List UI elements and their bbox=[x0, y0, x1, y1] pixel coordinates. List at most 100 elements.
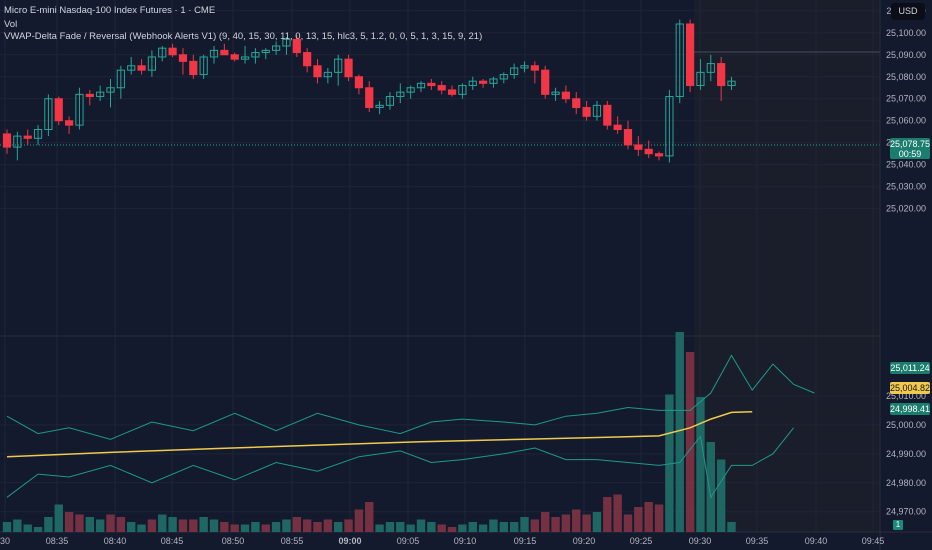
candle-body bbox=[665, 96, 674, 157]
volume-bar bbox=[365, 502, 374, 532]
candle-body bbox=[582, 107, 591, 117]
candle-body bbox=[437, 85, 446, 91]
volume-bar bbox=[520, 517, 529, 532]
candle-body bbox=[561, 91, 570, 100]
candle-body bbox=[33, 129, 43, 139]
upper-band-line bbox=[6, 354, 815, 440]
volume-bar bbox=[654, 504, 664, 532]
volume-bar bbox=[561, 514, 571, 532]
candle-body bbox=[178, 54, 188, 62]
price-tick-label: 25,070.00 bbox=[886, 94, 926, 104]
candle-body bbox=[365, 87, 374, 109]
candle-body bbox=[706, 63, 715, 73]
time-tick-label: 09:25 bbox=[630, 536, 653, 546]
candle-body bbox=[416, 82, 426, 89]
volume-bar bbox=[292, 517, 301, 532]
vwap-bands bbox=[6, 354, 815, 499]
candlesticks bbox=[2, 19, 736, 163]
volume-bar bbox=[499, 522, 508, 532]
candle-body bbox=[313, 65, 322, 78]
candle-body bbox=[199, 56, 208, 76]
candle-body bbox=[727, 80, 736, 87]
candle-body bbox=[675, 23, 684, 98]
volume-bar bbox=[44, 517, 53, 532]
lower-band-tag: 24,998.41 bbox=[890, 403, 931, 415]
candle-body bbox=[551, 91, 560, 95]
price-tick-label: 24,990.00 bbox=[886, 449, 926, 459]
volume-bar bbox=[302, 519, 312, 532]
time-tick-label: 09:20 bbox=[573, 536, 596, 546]
candle-body bbox=[127, 65, 136, 71]
candle-body bbox=[261, 49, 270, 54]
candle-body bbox=[220, 49, 229, 56]
price-tick-label: 25,040.00 bbox=[886, 160, 926, 170]
time-tick-label: 09:45 bbox=[862, 536, 885, 546]
volume-bar bbox=[572, 509, 581, 532]
time-axis[interactable]: 30 08:35 08:40 08:45 08:50 08:55 09:00 09:05 09:… bbox=[0, 536, 884, 546]
volume-bar bbox=[189, 519, 198, 532]
candle-body bbox=[116, 69, 125, 89]
volume-bar bbox=[375, 524, 384, 532]
time-tick-label: 09:30 bbox=[689, 536, 712, 546]
candle-body bbox=[323, 71, 332, 78]
volume-bar bbox=[230, 524, 239, 532]
candle-body bbox=[303, 52, 312, 67]
price-tick-label: 24,970.00 bbox=[886, 507, 926, 517]
candle-body bbox=[230, 54, 239, 60]
volume-bar bbox=[127, 522, 136, 532]
chart-symbol-title[interactable]: Micro E-mini Nasdaq-100 Index Futures · … bbox=[4, 5, 216, 16]
time-tick-label: 30 bbox=[0, 536, 10, 546]
time-tick-label: 09:15 bbox=[514, 536, 537, 546]
candle-body bbox=[520, 65, 529, 69]
volume-bar bbox=[623, 514, 633, 532]
volume-bar bbox=[178, 519, 188, 532]
candle-body bbox=[427, 82, 436, 87]
bar-countdown: 00:59 bbox=[898, 149, 922, 159]
candle-body bbox=[292, 38, 301, 54]
candle-body bbox=[354, 76, 363, 89]
candle-body bbox=[447, 89, 457, 95]
candle-body bbox=[541, 69, 550, 95]
vwap-tag: 25,004.82 bbox=[890, 382, 931, 394]
volume-bar bbox=[551, 517, 560, 532]
volume-bar bbox=[478, 524, 488, 532]
candle-body bbox=[23, 135, 32, 139]
volume-bar bbox=[716, 459, 726, 532]
volume-bar bbox=[344, 519, 353, 532]
time-tick-label: 09:35 bbox=[746, 536, 769, 546]
volume-bar bbox=[468, 522, 477, 532]
time-tick-label: 08:50 bbox=[222, 536, 245, 546]
candle-body bbox=[85, 93, 94, 98]
last-price-value: 25,078.75 bbox=[890, 139, 931, 149]
candle-body bbox=[189, 60, 198, 76]
currency-button[interactable]: USD bbox=[891, 3, 925, 20]
candle-body bbox=[530, 65, 539, 71]
volume-bar bbox=[106, 514, 115, 532]
volume-bar bbox=[603, 497, 612, 532]
candle-body bbox=[106, 87, 115, 93]
upper-band-tag: 25,011.24 bbox=[890, 362, 930, 374]
volume-bar bbox=[323, 519, 333, 532]
strategy-indicator-label[interactable]: VWAP-Delta Fade / Reversal (Webhook Aler… bbox=[4, 31, 483, 42]
candle-body bbox=[13, 135, 22, 148]
volume-bar bbox=[385, 522, 395, 532]
volume-bar bbox=[85, 517, 94, 532]
time-tick-label: 08:45 bbox=[161, 536, 184, 546]
lower-band-line bbox=[6, 427, 794, 499]
volume-bar bbox=[706, 442, 715, 532]
candle-body bbox=[510, 67, 519, 76]
volume-bar bbox=[427, 522, 436, 532]
volume-bar bbox=[592, 512, 602, 532]
volume-bar bbox=[354, 509, 364, 532]
last-price-tag: 25,078.75 00:59 bbox=[890, 138, 930, 159]
candle-body bbox=[634, 144, 643, 150]
candle-body bbox=[137, 65, 146, 71]
vwap-line bbox=[6, 411, 753, 458]
volume-bar bbox=[489, 519, 498, 532]
volume-bar bbox=[634, 507, 643, 532]
time-tick-label: 09:05 bbox=[397, 536, 420, 546]
volume-bar bbox=[447, 527, 457, 532]
candle-body bbox=[240, 56, 250, 60]
volume-indicator-label[interactable]: Vol bbox=[4, 19, 18, 30]
